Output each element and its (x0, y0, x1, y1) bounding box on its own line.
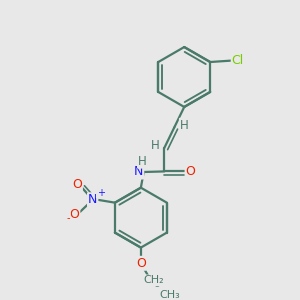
Text: O: O (186, 165, 195, 178)
Text: CH₃: CH₃ (159, 290, 180, 300)
Text: -: - (66, 213, 70, 223)
Text: H: H (180, 119, 189, 132)
Text: N: N (88, 193, 98, 206)
Text: +: + (97, 188, 105, 198)
Text: O: O (70, 208, 80, 221)
Text: O: O (72, 178, 82, 191)
Text: H: H (138, 155, 147, 168)
Text: Cl: Cl (232, 54, 244, 67)
Text: N: N (134, 166, 143, 178)
Text: H: H (151, 139, 159, 152)
Text: CH₂: CH₂ (143, 275, 164, 285)
Text: O: O (136, 257, 146, 270)
